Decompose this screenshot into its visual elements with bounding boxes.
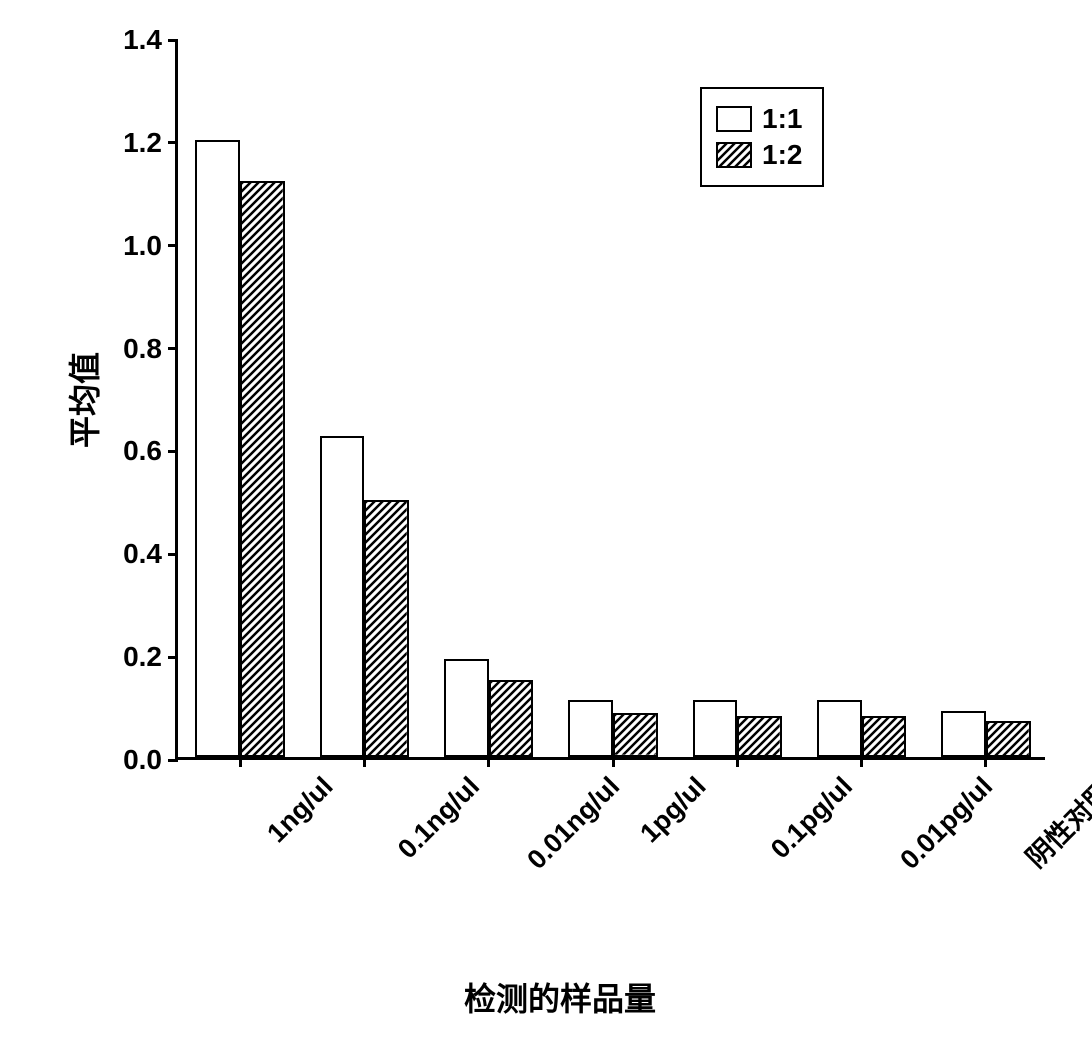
legend-label: 1:2 <box>762 139 802 171</box>
y-tick-label: 1.0 <box>123 230 162 262</box>
y-tick <box>168 656 178 659</box>
bar <box>195 140 240 757</box>
y-tick <box>168 759 178 762</box>
bar <box>320 436 365 757</box>
bar <box>444 659 489 757</box>
legend: 1:11:2 <box>700 87 824 187</box>
legend-swatch <box>716 142 752 168</box>
bar <box>489 680 534 757</box>
bar <box>941 711 986 757</box>
y-tick <box>168 244 178 247</box>
y-tick-label: 0.8 <box>123 333 162 365</box>
x-tick <box>487 757 490 767</box>
x-tick <box>612 757 615 767</box>
bar <box>613 713 658 757</box>
plot-area: 1:11:2 0.00.20.40.60.81.01.21.41ng/ul0.1… <box>175 40 1045 760</box>
x-tick-label: 0.01pg/ul <box>894 771 999 876</box>
y-tick <box>168 39 178 42</box>
x-tick <box>860 757 863 767</box>
y-axis-label: 平均值 <box>60 352 106 448</box>
x-tick-label: 0.1ng/ul <box>392 771 486 865</box>
legend-label: 1:1 <box>762 103 802 135</box>
x-tick <box>984 757 987 767</box>
y-tick-label: 0.4 <box>123 538 162 570</box>
y-tick-label: 1.4 <box>123 24 162 56</box>
bar <box>862 716 907 757</box>
bar <box>693 700 738 757</box>
x-tick-label: 1ng/ul <box>261 771 339 849</box>
x-tick <box>363 757 366 767</box>
x-axis-label: 检测的样品量 <box>464 974 656 1020</box>
legend-swatch <box>716 106 752 132</box>
y-tick <box>168 141 178 144</box>
bar <box>568 700 613 757</box>
bar <box>737 716 782 757</box>
y-tick <box>168 347 178 350</box>
y-tick <box>168 553 178 556</box>
x-tick <box>239 757 242 767</box>
legend-item: 1:1 <box>716 103 802 135</box>
legend-item: 1:2 <box>716 139 802 171</box>
bar <box>240 181 285 757</box>
y-tick <box>168 450 178 453</box>
x-tick-label: 0.1pg/ul <box>765 771 859 865</box>
bar <box>986 721 1031 757</box>
y-tick-label: 0.6 <box>123 435 162 467</box>
x-tick-label: 阴性对照 <box>1015 771 1092 875</box>
y-tick-label: 0.2 <box>123 641 162 673</box>
x-tick-label: 1pg/ul <box>634 771 712 849</box>
y-tick-label: 0.0 <box>123 744 162 776</box>
bar <box>364 500 409 757</box>
x-tick <box>736 757 739 767</box>
y-tick-label: 1.2 <box>123 127 162 159</box>
bar <box>817 700 862 757</box>
bar-chart: 平均值 1:11:2 0.00.20.40.60.81.01.21.41ng/u… <box>60 30 1060 1010</box>
x-tick-label: 0.01ng/ul <box>521 771 626 876</box>
